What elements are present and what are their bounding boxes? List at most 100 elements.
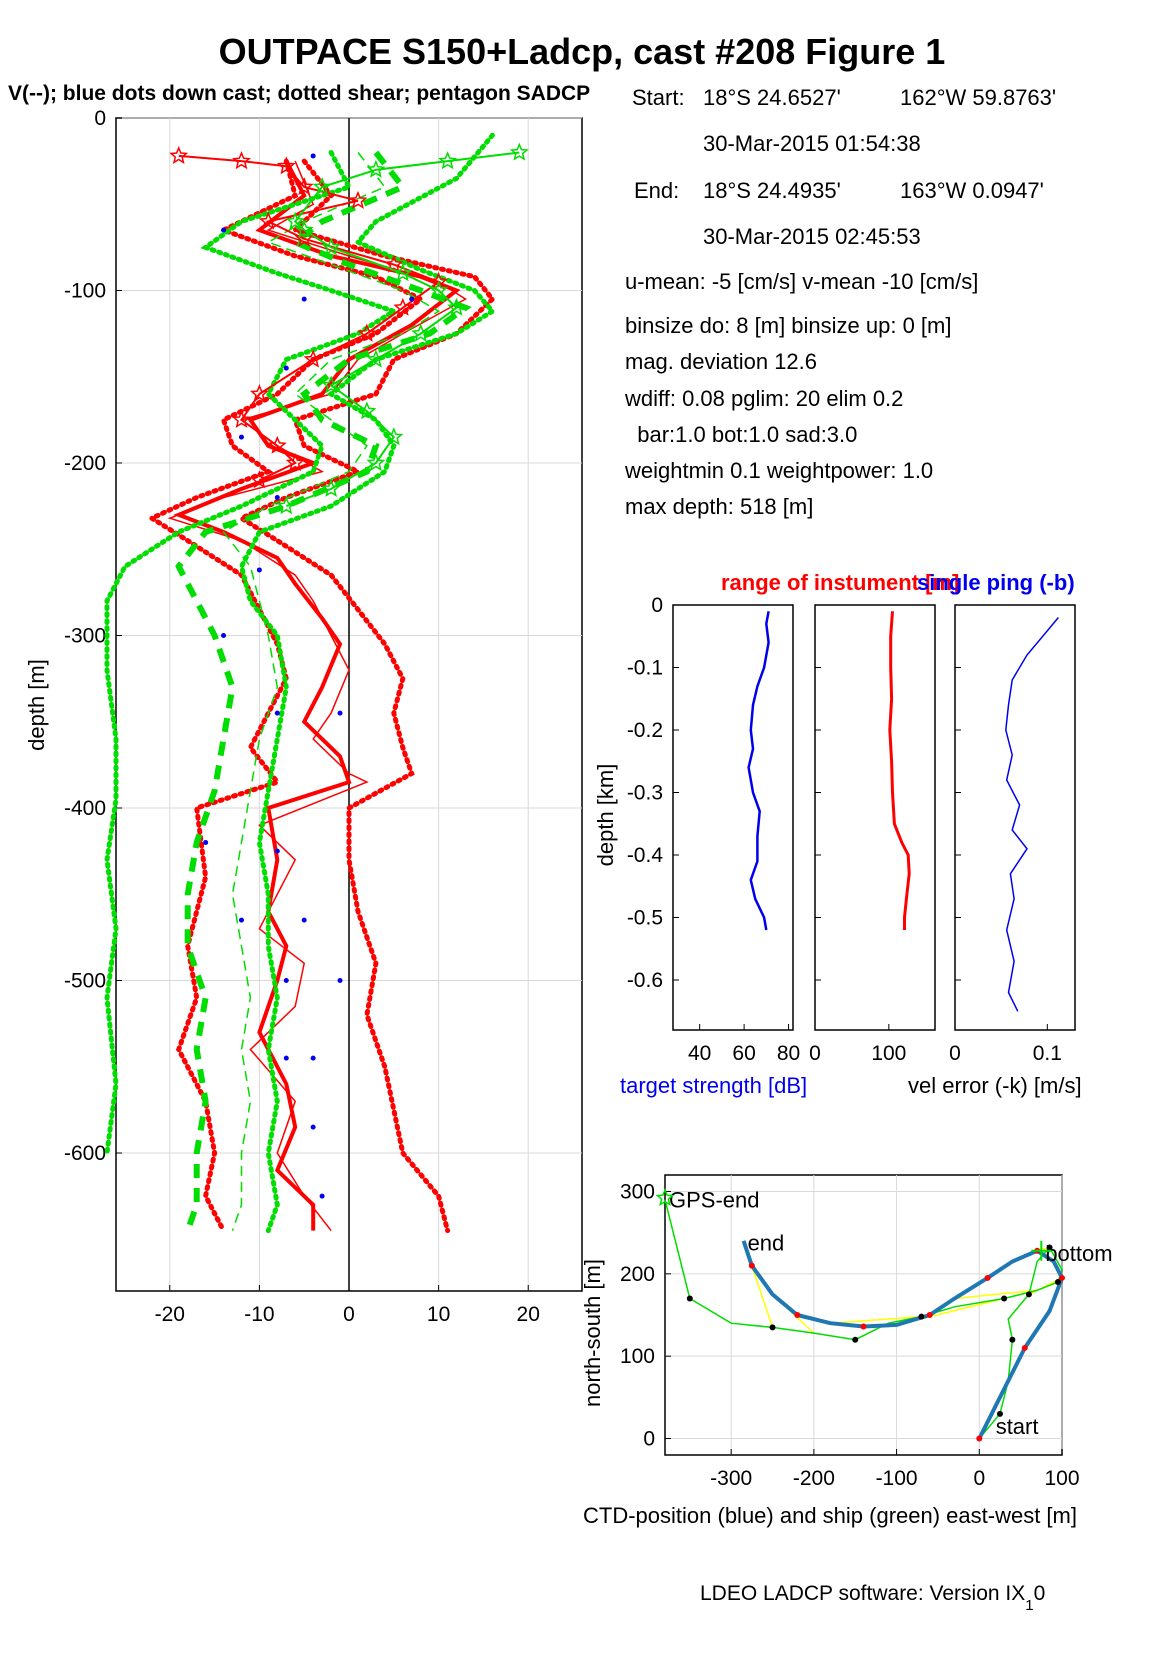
downcast-dot (337, 978, 343, 983)
bar-weights: bar:1.0 bot:1.0 sad:3.0 (625, 422, 857, 447)
sadcp-star-marker (429, 280, 449, 299)
velocity-profile-chart: -20 -10 0 10 200-100-200-300-400-500-600 (64, 107, 583, 1326)
x-tick-label: 0 (973, 1467, 985, 1490)
ctd-marker (794, 1312, 801, 1318)
ctd-marker (926, 1312, 933, 1318)
track-label: start (996, 1414, 1039, 1439)
downcast-dot (274, 710, 280, 716)
sadcp-star-marker (357, 401, 377, 420)
sadcp-star-marker (366, 159, 386, 178)
target-strength-ylabel: depth [km] (593, 764, 618, 867)
ship-marker (686, 1295, 693, 1302)
downcast-dot (221, 227, 227, 233)
ctd-marker (1021, 1344, 1028, 1351)
sadcp-star-marker (411, 323, 431, 342)
sadcp-star-marker (249, 384, 269, 403)
profile-line-u (173, 160, 461, 1231)
sadcp-star-marker (294, 220, 314, 239)
profile-line-u_shear_lo (146, 158, 426, 1234)
start-time: 30-Mar-2015 01:54:38 (703, 131, 921, 156)
track-connector (954, 1289, 1038, 1300)
target-strength-xlabel: target strength [dB] (620, 1073, 807, 1098)
y-tick-label: -600 (64, 1142, 106, 1165)
velocity-ylabel: depth [m] (24, 659, 49, 751)
figure-title: OUTPACE S150+Ladcp, cast #208 Figure 1 (219, 31, 946, 72)
software-version-text: LDEO LADCP software: Version IX (700, 1582, 1025, 1605)
sadcp-star-marker (348, 190, 368, 209)
downcast-dot (301, 917, 307, 923)
ship-marker (996, 1410, 1003, 1417)
position-ylabel: north-south [m] (580, 1259, 605, 1407)
velocity-error-xlabel: vel error (-k) [m/s] (908, 1073, 1082, 1098)
x-tick-label: 100 (871, 1042, 906, 1065)
track-label: GPS-end (669, 1188, 760, 1213)
downcast-dot (409, 296, 415, 302)
position-chart: -300 -200 -100 0 100 0 100 200 300 start bottom end… (620, 1174, 1113, 1490)
y-tick-label: 0 (94, 107, 106, 130)
profile-line-v_thin (222, 152, 441, 1231)
sadcp-star-marker (232, 409, 251, 428)
y-tick-label: 200 (620, 1263, 655, 1286)
downcast-dot (283, 1055, 289, 1061)
ctd-marker (976, 1435, 983, 1442)
downcast-dot (221, 633, 227, 638)
sadcp-star-marker (509, 142, 529, 161)
y-tick-label: -0.2 (627, 719, 663, 742)
x-tick-label: 10 (427, 1303, 450, 1326)
instrument-range-chart: 0 100 (809, 604, 936, 1065)
ship-marker (1046, 1244, 1053, 1251)
velocity-error-line (1005, 617, 1059, 1012)
ctd-track (741, 1240, 1065, 1440)
wdiff: wdiff: 0.08 pglim: 20 elim 0.2 (624, 386, 903, 411)
cast-info: Start: 18°S 24.6527' 162°W 59.8763' 30-M… (624, 85, 1056, 519)
software-version: LDEO LADCP software: Version IX10 (700, 1582, 1045, 1614)
downcast-dot (274, 495, 280, 500)
downcast-dot (203, 840, 209, 845)
sadcp-star-marker (267, 435, 287, 454)
sadcp-star-marker (285, 453, 305, 472)
sadcp-star-marker (438, 151, 458, 170)
y-tick-label: -400 (64, 797, 106, 820)
sadcp-star-marker (321, 237, 341, 256)
sadcp-star-marker (276, 496, 296, 515)
ship-marker (918, 1313, 925, 1320)
sadcp-star-marker (366, 453, 386, 472)
ship-marker (1001, 1295, 1008, 1302)
sadcp-star-marker (312, 177, 332, 196)
mean-velocity: u-mean: -5 [cm/s] v-mean -10 [cm/s] (625, 269, 978, 294)
sadcp-star-marker (258, 211, 278, 230)
binsize: binsize do: 8 [m] binsize up: 0 [m] (625, 313, 952, 338)
position-xlabel: CTD-position (blue) and ship (green) eas… (583, 1503, 1077, 1528)
ship-marker (1025, 1291, 1032, 1298)
sadcp-star-marker (303, 349, 323, 368)
mag-deviation: mag. deviation 12.6 (625, 349, 817, 374)
sadcp-star-marker (366, 349, 386, 368)
sadcp-star-marker (294, 228, 314, 247)
x-tick-label: 80 (777, 1042, 800, 1065)
end-lon: 163°W 0.0947' (900, 178, 1044, 203)
y-tick-label: -0.1 (627, 657, 663, 680)
ship-marker (1009, 1336, 1016, 1343)
x-tick-label: 60 (732, 1042, 755, 1065)
x-tick-label: 100 (1044, 1467, 1079, 1490)
range-chart-title: range of instument [m] (721, 570, 959, 595)
sadcp-star-marker (321, 375, 341, 394)
sadcp-star-marker (249, 470, 269, 489)
downcast-dot (301, 296, 307, 302)
ctd-marker (984, 1274, 991, 1281)
downcast-dot (256, 567, 262, 573)
max-depth: max depth: 518 [m] (625, 494, 813, 519)
x-tick-label: -20 (155, 1303, 185, 1326)
sadcp-star-marker (357, 323, 377, 342)
x-tick-label: 20 (517, 1303, 540, 1326)
x-tick-label: -200 (793, 1467, 835, 1490)
downcast-dot (310, 1055, 316, 1061)
instrument-range-line (888, 611, 911, 930)
sadcp-star-marker (169, 145, 189, 164)
sadcp-star-marker (384, 254, 404, 273)
ctd-marker (1059, 1274, 1065, 1281)
x-tick-label: -10 (244, 1303, 274, 1326)
y-tick-label: -0.3 (627, 782, 663, 805)
x-tick-label: -100 (876, 1467, 918, 1490)
downcast-dot (319, 1193, 325, 1199)
